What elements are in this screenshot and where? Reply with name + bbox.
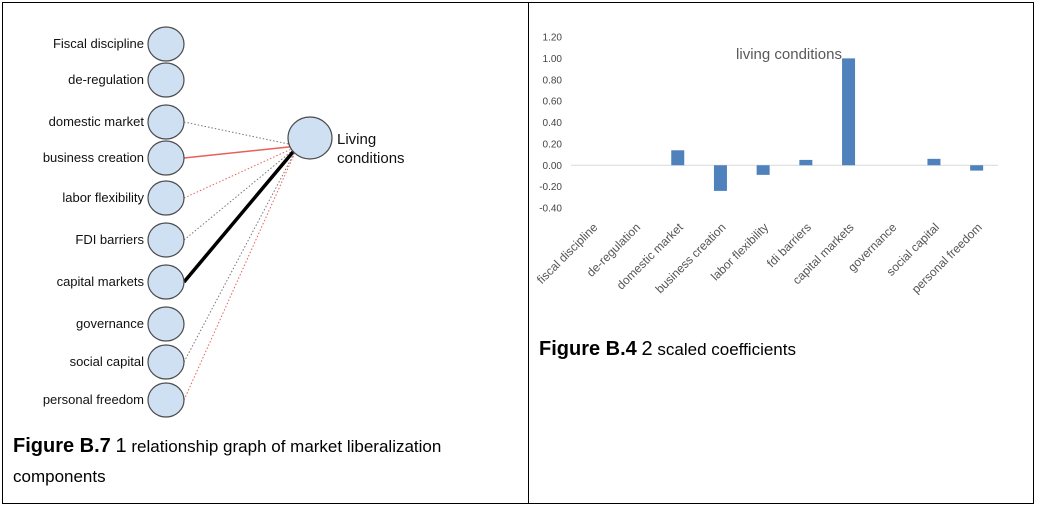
graph-node-label: business creation (43, 150, 144, 165)
y-tick-label: -0.20 (539, 182, 562, 193)
figure-b4-caption: Figure B.4 2 scaled coefficients (539, 334, 1009, 365)
figure-b7-text: relationship graph of market liberalizat… (13, 437, 442, 486)
graph-node (147, 344, 185, 380)
graph-node-label: labor flexibility (62, 190, 144, 205)
y-tick-label: 1.20 (543, 33, 563, 44)
bar-social-capital (927, 158, 941, 166)
figure-b7-number: Figure B.7 (13, 435, 111, 457)
chart-title: living conditions (736, 46, 842, 63)
edge-3 (183, 145, 299, 159)
graph-node-label: capital markets (57, 274, 145, 289)
graph-node-label: FDI barriers (75, 232, 144, 247)
relationship-graph-panel: Fiscal discipline de-regulation domestic m… (4, 4, 526, 502)
y-tick-label: 0.40 (543, 118, 563, 129)
panel-divider (528, 2, 529, 504)
graph-node (147, 382, 185, 418)
graph-node (147, 180, 185, 216)
y-tick-label: 0.80 (543, 75, 563, 86)
edge-4 (183, 145, 299, 199)
figure-b4-number: Figure B.4 (539, 338, 637, 360)
bar-capital-markets (842, 58, 856, 166)
graph-node (147, 62, 185, 98)
target-label-line1: Living (337, 131, 376, 148)
graph-node (147, 140, 185, 176)
figure-b7-caption: Figure B.7 1 relationship graph of marke… (13, 431, 483, 492)
bar-domestic-market (671, 150, 685, 166)
coefficient-bar-chart: living conditions 1.20 1.00 0.80 0.60 0.40 0.2… (534, 33, 998, 296)
figure-b4-index: 2 (641, 338, 653, 360)
figure-b4-text: scaled coefficients (657, 340, 796, 359)
graph-node-label: personal freedom (43, 392, 144, 407)
edge-2 (183, 121, 299, 147)
edge-9 (183, 145, 299, 401)
bar-fdi-barriers (799, 159, 813, 166)
graph-node-label: Fiscal discipline (53, 36, 144, 51)
bar-personal-freedom (970, 165, 984, 171)
y-tick-label: 1.00 (543, 54, 563, 65)
target-label-line2: conditions (337, 150, 405, 167)
figure-frame (2, 2, 1034, 504)
graph-node-label: social capital (70, 354, 145, 369)
y-tick-label: 0.60 (543, 97, 563, 108)
bar-labor-flexibility (756, 165, 770, 175)
edge-8 (183, 145, 299, 363)
edge-5 (183, 145, 299, 241)
graph-node (147, 104, 185, 140)
edge-6 (182, 144, 300, 284)
graph-node-label: domestic market (49, 114, 145, 129)
graph-node (147, 222, 185, 258)
target-node (287, 116, 333, 160)
bar-chart-panel: living conditions 1.20 1.00 0.80 0.60 0.40 0.2… (531, 4, 1033, 502)
graph-node-label: de-regulation (68, 72, 144, 87)
graph-node (147, 306, 185, 342)
graph-node-label: governance (76, 316, 144, 331)
graph-node (147, 264, 185, 300)
y-tick-label: 0.20 (543, 139, 563, 150)
y-tick-label: -0.40 (539, 204, 562, 215)
y-tick-label: 0.00 (543, 161, 563, 172)
graph-node (147, 26, 185, 62)
bar-business-creation (713, 165, 727, 191)
figure-b7-index: 1 (115, 435, 127, 457)
relationship-graph: Fiscal discipline de-regulation domestic m… (43, 26, 405, 418)
